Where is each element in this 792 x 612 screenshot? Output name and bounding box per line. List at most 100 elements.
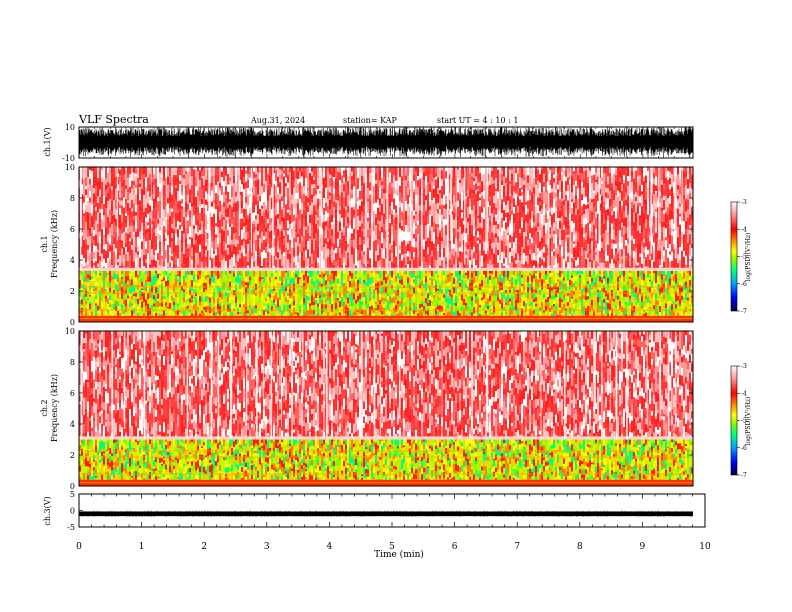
spectrogram-cell: [497, 198, 499, 210]
spectrogram-cell: [315, 184, 317, 191]
start-time-label: start UT = 4 : 10 : 1: [437, 116, 518, 125]
spectrogram-cell: [379, 223, 381, 231]
spectrogram-cell: [477, 254, 479, 267]
spectrogram-cell: [385, 248, 387, 259]
spectrogram-cell: [247, 244, 249, 252]
spectrogram-cell: [201, 224, 203, 228]
spectrogram-band-cell: [95, 312, 97, 316]
spectrogram-cell: [657, 259, 659, 264]
spectrogram-cell: [111, 215, 113, 225]
spectrogram-cell: [261, 167, 263, 176]
spectrogram-cell: [489, 220, 491, 227]
spectrogram-cell: [97, 232, 99, 243]
spectrogram-cell: [245, 188, 247, 197]
spectrogram-cell: [561, 167, 563, 172]
spectrogram-cell: [319, 231, 321, 237]
spectrogram-cell: [127, 246, 129, 253]
spectrogram-cell: [265, 209, 267, 213]
spectrogram-cell: [239, 192, 241, 195]
spectrogram-cell: [433, 188, 435, 198]
spectrogram-cell: [159, 218, 161, 228]
spectrogram-cell: [541, 192, 543, 200]
spectrogram-cell: [531, 213, 533, 218]
spectrogram-cell: [177, 209, 179, 213]
spectrogram-cell: [639, 196, 641, 203]
spectrogram-cell: [115, 199, 117, 210]
spectrogram-cell: [413, 181, 415, 190]
spectrogram-cell: [379, 198, 381, 206]
spectrogram-cell: [369, 228, 371, 236]
spectrogram-cell: [257, 231, 259, 235]
spectrogram-cell: [353, 228, 355, 240]
spectrogram-cell: [587, 167, 589, 172]
spectrogram-cell: [191, 247, 193, 256]
spectrogram-cell: [295, 199, 297, 203]
spectrogram-cell: [635, 189, 637, 193]
spectrogram-cell: [501, 170, 503, 174]
spectrogram-cell: [143, 226, 145, 229]
spectrogram-cell: [189, 246, 191, 257]
spectrogram-cell: [81, 246, 83, 255]
spectrogram-cell: [167, 235, 169, 238]
spectrogram-band-cell: [81, 304, 83, 308]
spectrogram-cell: [313, 196, 315, 206]
spectrogram-cell: [335, 248, 337, 254]
spectrogram-cell: [483, 167, 485, 175]
spectrogram-cell: [159, 230, 161, 236]
spectrogram-cell: [147, 177, 149, 186]
spectrogram-cell: [647, 187, 649, 198]
spectrogram-cell: [265, 212, 267, 215]
spectrogram-cell: [351, 189, 353, 195]
spectrogram-cell: [689, 207, 691, 215]
spectrogram-cell: [319, 202, 321, 206]
spectrogram-cell: [281, 174, 283, 180]
spectrogram-cell: [151, 241, 153, 250]
spectrogram-cell: [381, 188, 383, 199]
spectrogram-cell: [553, 230, 555, 235]
spectrogram-cell: [273, 173, 275, 185]
spectrogram-cell: [187, 229, 189, 234]
spectrogram-cell: [617, 167, 619, 172]
spectrogram-cell: [81, 232, 83, 236]
spectrogram-cell: [507, 255, 509, 266]
spectrogram-cell: [193, 167, 195, 170]
spectrogram-cell: [337, 266, 339, 268]
spectrogram-cell: [293, 221, 295, 227]
spectrogram-cell: [441, 249, 443, 254]
spectrogram-cell: [205, 245, 207, 250]
spectrogram-cell: [333, 201, 335, 208]
spectrogram-cell: [689, 239, 691, 245]
spectrogram-cell: [435, 239, 437, 248]
spectrogram-cell: [215, 167, 217, 175]
spectrogram-cell: [361, 223, 363, 229]
spectrogram-cell: [213, 223, 215, 230]
spectrogram-cell: [261, 175, 263, 183]
spectrogram-cell: [289, 229, 291, 240]
spectrogram-band-cell: [91, 273, 93, 277]
spectrogram-cell: [667, 227, 669, 235]
spectrogram-cell: [415, 171, 417, 180]
spectrogram-cell: [311, 167, 313, 172]
spectrogram-cell: [531, 184, 533, 193]
spectrogram-cell: [253, 243, 255, 252]
spectrogram-cell: [145, 217, 147, 222]
spectrogram-cell: [485, 260, 487, 265]
spectrogram-cell: [479, 235, 481, 240]
spectrogram-cell: [691, 174, 693, 186]
spectrogram-cell: [201, 176, 203, 179]
spectrogram-cell: [471, 210, 473, 221]
spectrogram-cell: [301, 171, 303, 177]
spectrogram-cell: [123, 266, 125, 268]
spectrogram-cell: [633, 171, 635, 179]
spectrogram-cell: [277, 264, 279, 268]
spectrogram-cell: [145, 187, 147, 199]
spectrogram-cell: [471, 167, 473, 174]
spectrogram-cell: [317, 217, 319, 221]
spectrogram-cell: [475, 226, 477, 231]
spectrogram-cell: [363, 244, 365, 252]
spectrogram-cell: [589, 198, 591, 203]
spectrogram-cell: [615, 244, 617, 249]
spectrogram-cell: [367, 198, 369, 202]
spectrogram-cell: [403, 231, 405, 234]
spectrogram-cell: [85, 177, 87, 181]
